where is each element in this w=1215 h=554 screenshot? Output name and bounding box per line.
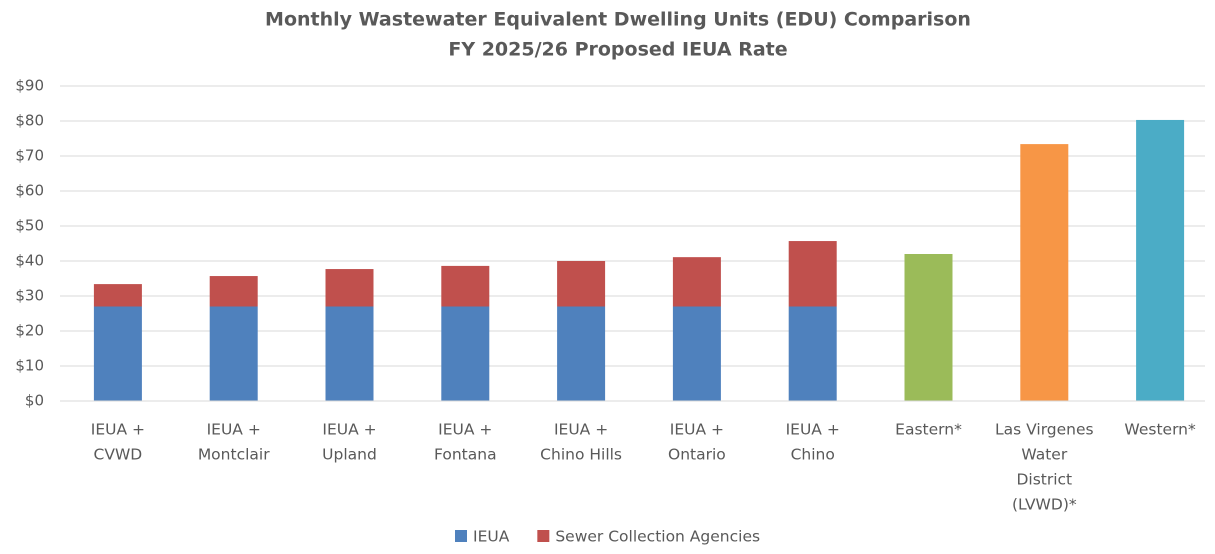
x-tick-label: IEUA + xyxy=(322,421,376,439)
y-tick-label: $60 xyxy=(15,182,44,200)
bar-segment xyxy=(93,284,142,307)
x-tick-label: Fontana xyxy=(434,446,497,464)
legend-swatch xyxy=(537,530,550,542)
chart-subtitle: FY 2025/26 Proposed IEUA Rate xyxy=(448,39,787,61)
x-tick-label: (LVWD)* xyxy=(1012,496,1077,514)
x-tick-label: IEUA + xyxy=(786,421,840,439)
x-tick-label: Chino xyxy=(791,446,835,464)
x-tick-label: Chino Hills xyxy=(540,446,622,464)
bar-segment xyxy=(788,306,837,401)
x-tick-label: Eastern* xyxy=(895,421,962,439)
x-tick-label: Water xyxy=(1021,446,1067,464)
y-tick-label: $50 xyxy=(15,217,44,235)
bar-segment xyxy=(904,254,953,401)
x-tick-label: Las Virgenes xyxy=(995,421,1094,439)
x-tick-label: IEUA + xyxy=(207,421,261,439)
x-tick-label: IEUA + xyxy=(554,421,608,439)
x-tick-label: IEUA + xyxy=(438,421,492,439)
x-tick-label: District xyxy=(1016,471,1072,489)
x-tick-label: CVWD xyxy=(94,446,143,464)
x-tick-label: Montclair xyxy=(198,446,270,464)
bar-segment xyxy=(1020,144,1069,401)
y-tick-label: $70 xyxy=(15,147,44,165)
bar-segment xyxy=(325,306,374,401)
x-tick-label: Western* xyxy=(1124,421,1196,439)
bar-segment xyxy=(93,306,142,401)
bar-segment xyxy=(557,261,606,307)
bar-segment xyxy=(325,269,374,307)
y-tick-label: $80 xyxy=(15,112,44,130)
y-tick-label: $0 xyxy=(25,392,44,410)
y-tick-label: $10 xyxy=(15,357,44,375)
bar-segment xyxy=(672,257,721,307)
bar-segment xyxy=(209,306,258,401)
bar-segment xyxy=(441,306,490,401)
bar-segment xyxy=(209,276,258,307)
x-tick-label: Upland xyxy=(322,446,377,464)
legend-label: Sewer Collection Agencies xyxy=(555,528,760,546)
x-tick-label: IEUA + xyxy=(91,421,145,439)
chart-title: Monthly Wastewater Equivalent Dwelling U… xyxy=(265,9,971,31)
legend-label: IEUA xyxy=(473,528,510,546)
x-tick-label: IEUA + xyxy=(670,421,724,439)
bar-segment xyxy=(788,241,837,307)
legend-swatch xyxy=(455,530,467,542)
y-tick-label: $20 xyxy=(15,322,44,340)
y-tick-label: $40 xyxy=(15,252,44,270)
bar-segment xyxy=(672,306,721,401)
bar-segment xyxy=(1136,119,1185,401)
y-tick-label: $30 xyxy=(15,287,44,305)
bar-segment xyxy=(441,265,490,307)
y-tick-label: $90 xyxy=(15,77,44,95)
bar-segment xyxy=(557,306,606,401)
x-tick-label: Ontario xyxy=(668,446,726,464)
